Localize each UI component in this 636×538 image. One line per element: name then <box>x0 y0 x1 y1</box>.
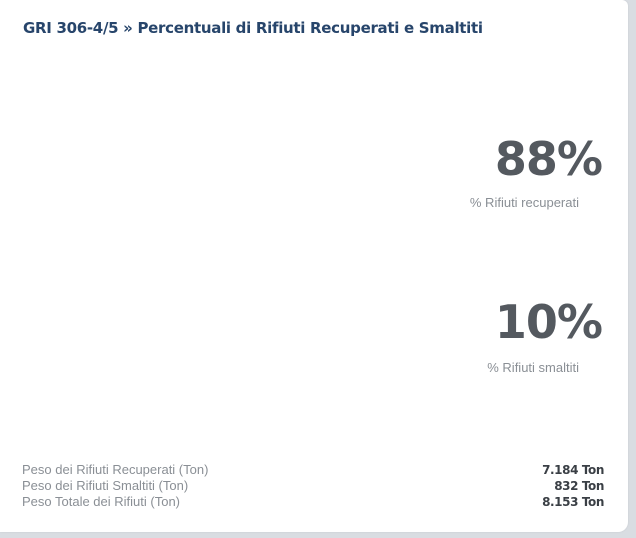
weight-summary: Peso dei Rifiuti Recuperati (Ton) 7.184 … <box>22 462 604 510</box>
summary-row-recovered: Peso dei Rifiuti Recuperati (Ton) 7.184 … <box>22 462 604 478</box>
kpi-recovered-value: 88% <box>494 132 603 186</box>
kpi-recovered-label: % Rifiuti recuperati <box>469 195 579 210</box>
card-title: GRI 306-4/5 » Percentuali di Rifiuti Rec… <box>23 19 483 37</box>
summary-row-total: Peso Totale dei Rifiuti (Ton) 8.153 Ton <box>22 494 604 510</box>
kpi-recovered: 88% % Rifiuti recuperati <box>469 131 603 210</box>
summary-label: Peso dei Rifiuti Smaltiti (Ton) <box>22 478 189 493</box>
summary-label: Peso dei Rifiuti Recuperati (Ton) <box>22 462 209 477</box>
summary-label: Peso Totale dei Rifiuti (Ton) <box>22 494 181 509</box>
summary-row-disposed: Peso dei Rifiuti Smaltiti (Ton) 832 Ton <box>22 478 604 494</box>
summary-value: 7.184 Ton <box>542 463 604 477</box>
summary-value: 832 Ton <box>554 479 604 493</box>
kpi-disposed-value: 10% <box>494 295 603 349</box>
kpi-disposed: 10% % Rifiuti smaltiti <box>487 294 603 375</box>
waste-percentages-card: GRI 306-4/5 » Percentuali di Rifiuti Rec… <box>0 0 628 532</box>
summary-value: 8.153 Ton <box>542 495 604 509</box>
kpi-disposed-label: % Rifiuti smaltiti <box>487 360 579 375</box>
